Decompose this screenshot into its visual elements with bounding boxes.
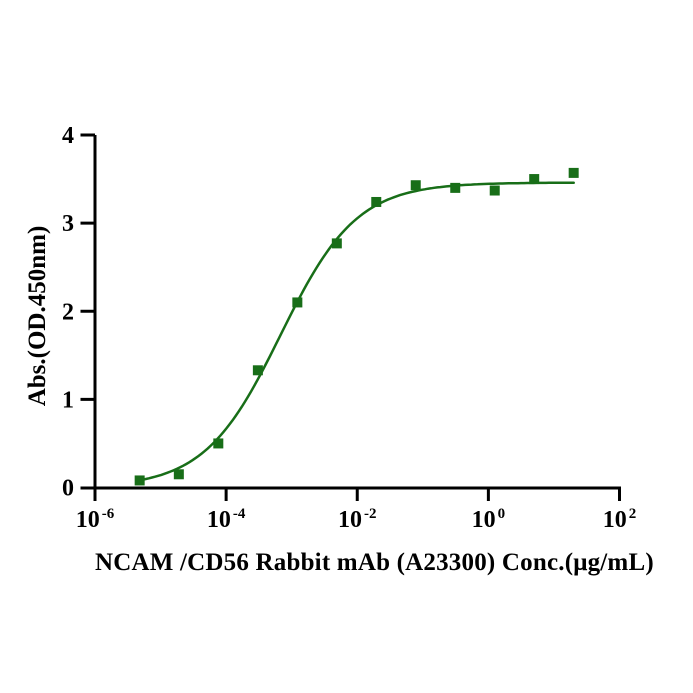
data-point: [292, 297, 303, 308]
x-tick-label: 10 -2: [338, 506, 377, 533]
data-point: [173, 469, 184, 480]
data-point: [371, 196, 382, 207]
fit-curve: [138, 181, 575, 482]
x-tick-label: 10 -6: [76, 506, 115, 533]
data-point: [213, 438, 224, 449]
x-tick-label: 10 2: [603, 506, 637, 533]
y-tick-label: 3: [62, 211, 74, 237]
data-point: [568, 167, 579, 178]
y-tick-label: 1: [62, 387, 74, 413]
y-axis-title: Abs.(OD.450nm): [24, 225, 51, 407]
y-tick-label: 0: [62, 476, 74, 502]
y-tick-label: 4: [62, 123, 74, 149]
data-point: [410, 180, 421, 191]
data-point: [331, 238, 342, 249]
data-point: [252, 365, 263, 376]
data-point: [450, 182, 461, 193]
x-tick-label: 10 0: [472, 506, 506, 533]
x-axis-title: NCAM /CD56 Rabbit mAb (A23300) Conc.(μg/…: [95, 549, 654, 576]
y-tick-label: 2: [62, 299, 74, 325]
data-point: [529, 174, 540, 185]
data-point: [489, 185, 500, 196]
data-point: [134, 475, 145, 486]
x-tick-label: 10 -4: [207, 506, 246, 533]
